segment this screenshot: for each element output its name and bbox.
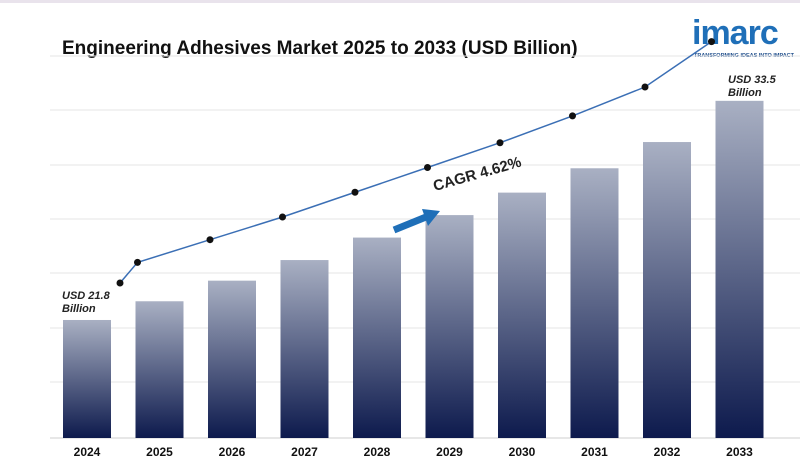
trend-point-2026 xyxy=(206,236,214,244)
bar-2031 xyxy=(570,168,619,438)
trend-point-2025 xyxy=(134,258,141,266)
trend-line-group xyxy=(116,38,715,287)
trend-point-2024 xyxy=(116,279,124,287)
start-value-annotation: USD 21.8 Billion xyxy=(62,290,110,316)
x-tick-label-2026: 2026 xyxy=(219,445,246,459)
x-tick-label-2028: 2028 xyxy=(364,445,391,459)
cagr-arrow xyxy=(392,209,440,234)
x-tick-label-2025: 2025 xyxy=(146,445,173,459)
x-tick-label-2032: 2032 xyxy=(654,445,681,459)
end-value-line1: USD 33.5 xyxy=(728,74,776,86)
end-value-annotation: USD 33.5 Billion xyxy=(728,74,776,100)
cagr-arrow-shaft xyxy=(392,213,428,234)
trend-point-2031 xyxy=(569,112,576,120)
end-value-line2: Billion xyxy=(728,87,762,99)
x-tick-label-2024: 2024 xyxy=(74,445,101,459)
trend-point-2032 xyxy=(641,83,649,91)
bar-2024 xyxy=(63,319,111,438)
bar-2029 xyxy=(425,215,474,438)
top-border-strip xyxy=(0,0,800,3)
bar-2028 xyxy=(353,237,401,438)
bar-2026 xyxy=(208,280,256,438)
x-tick-label-2027: 2027 xyxy=(291,445,318,459)
trend-point-2029 xyxy=(424,163,431,171)
bar-2025 xyxy=(135,301,184,438)
trend-point-2030 xyxy=(496,139,504,147)
trend-point-2033 xyxy=(708,38,715,46)
bar-2027 xyxy=(280,260,329,438)
x-tick-label-2033: 2033 xyxy=(726,445,753,459)
start-value-line2: Billion xyxy=(62,303,96,315)
x-axis-ticks: 2024 2025 2026 2027 2028 2029 2030 2031 2032 2033 xyxy=(74,445,754,459)
x-tick-label-2031: 2031 xyxy=(581,445,608,459)
bar-2032 xyxy=(643,142,691,439)
x-tick-label-2030: 2030 xyxy=(509,445,536,459)
trend-line xyxy=(119,41,712,284)
trend-point-2027 xyxy=(279,213,286,221)
bar-2033 xyxy=(715,100,764,438)
bar-2030 xyxy=(498,192,546,438)
start-value-line1: USD 21.8 xyxy=(62,290,110,302)
bars-group xyxy=(63,100,764,439)
x-tick-label-2029: 2029 xyxy=(436,445,463,459)
cagr-arrow-head xyxy=(422,209,440,226)
trend-point-2028 xyxy=(351,188,359,196)
chart-title: Engineering Adhesives Market 2025 to 203… xyxy=(62,38,578,59)
